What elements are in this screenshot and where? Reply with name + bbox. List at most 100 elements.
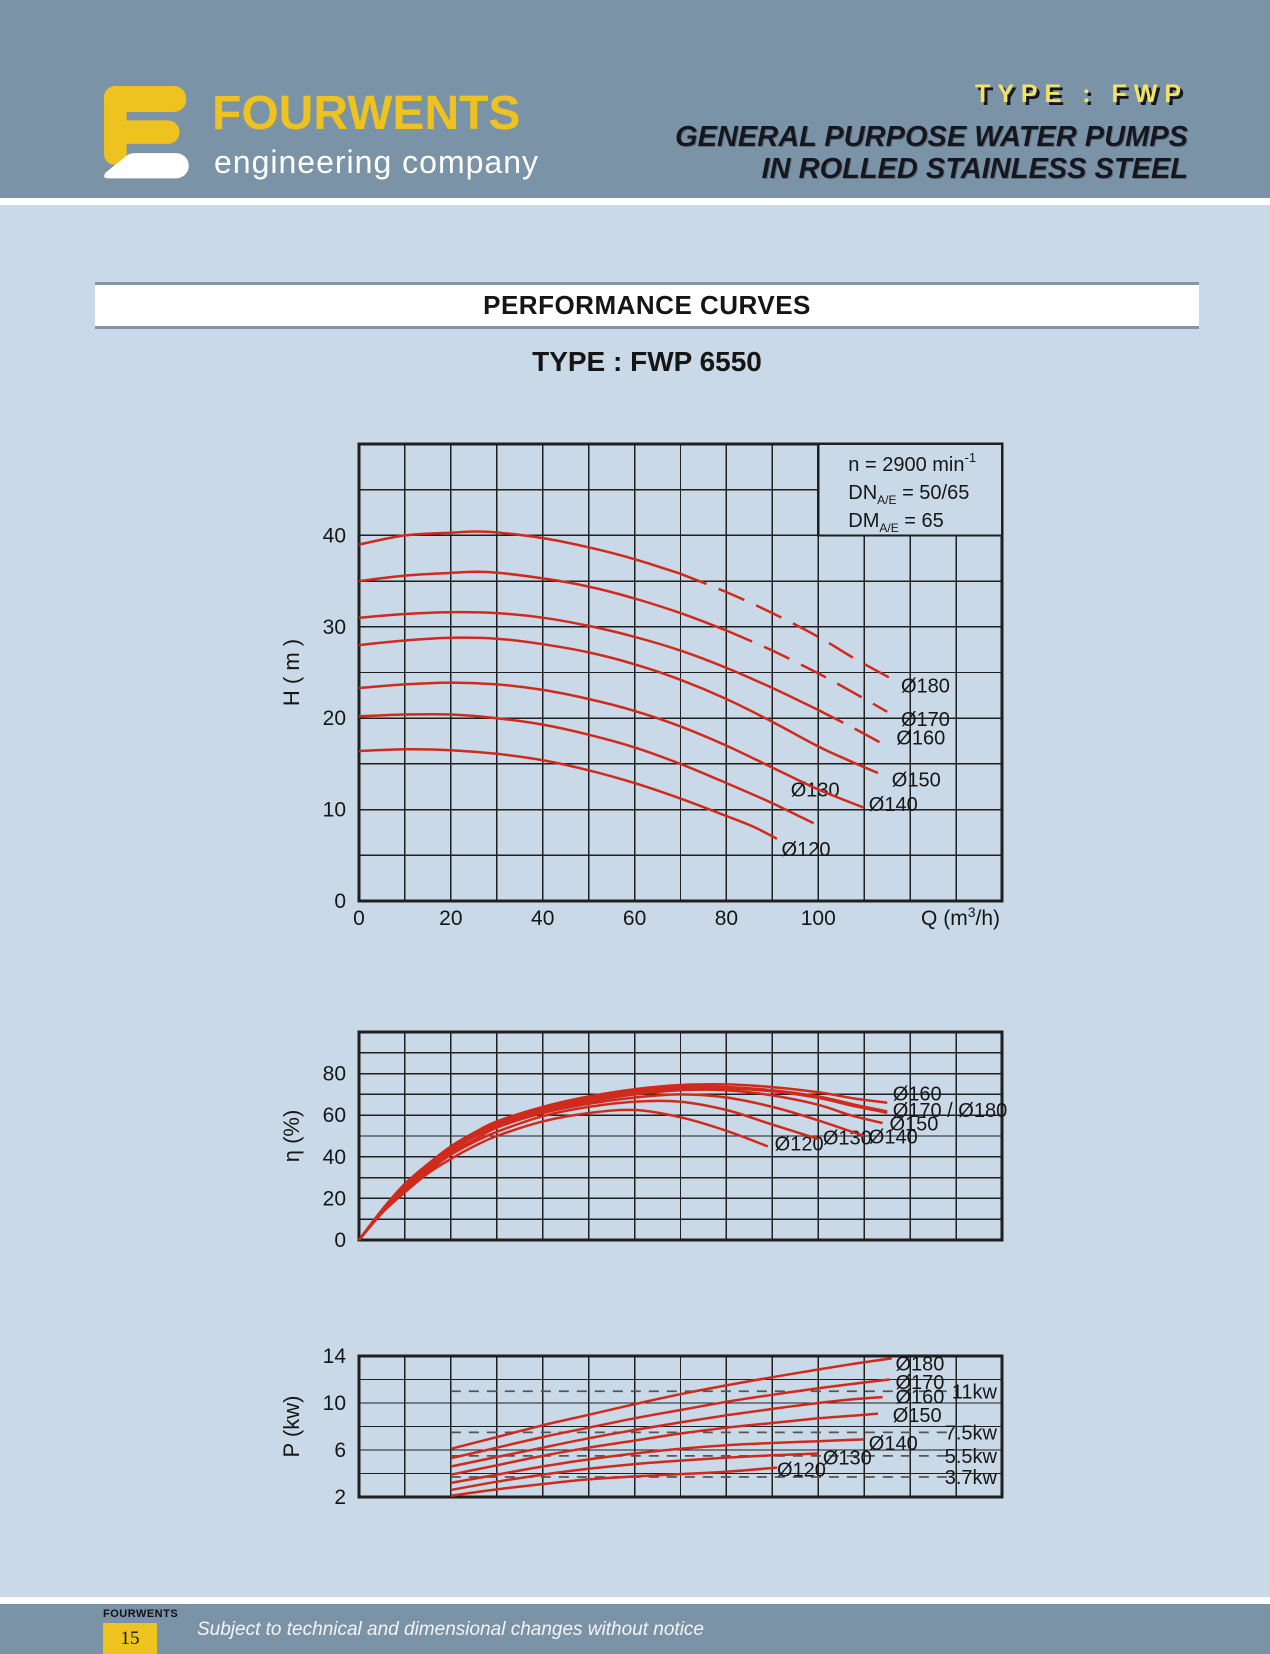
annotation-line: DMA/E = 65 xyxy=(848,510,944,535)
footer-notice: Subject to technical and dimensional cha… xyxy=(197,1619,704,1640)
curve-d160 xyxy=(358,1082,888,1241)
page-number: 15 xyxy=(120,1627,140,1649)
svg-text:30: 30 xyxy=(323,616,346,639)
type-label: TYPE : FWP xyxy=(974,80,1188,108)
rating-label: 3.7kw xyxy=(945,1467,998,1489)
x-axis-unit: Q (m3/h) xyxy=(921,904,1000,930)
curve-label: Ø130 xyxy=(823,1448,872,1470)
footer-separator xyxy=(0,1597,1270,1604)
curve-d130 xyxy=(450,1452,819,1492)
curve-label: Ø120 xyxy=(782,839,831,861)
y-axis-title: H ( m ) xyxy=(279,639,304,706)
annotation-line: n = 2900 min-1 xyxy=(848,450,976,476)
curve-d130 xyxy=(358,712,815,825)
axis-ticks: 0 20 40 60 80 xyxy=(323,1063,346,1252)
curve-d140 xyxy=(450,1438,865,1485)
curve-d120 xyxy=(358,747,778,840)
rating-label: 11kw xyxy=(952,1381,998,1403)
curve-d170-solid xyxy=(358,570,727,632)
svg-text:6: 6 xyxy=(334,1439,346,1462)
curve-d160 xyxy=(450,1395,883,1468)
chart-border xyxy=(357,1030,1004,1242)
curve-label: Ø140 xyxy=(869,1126,918,1148)
curve-label: Ø120 xyxy=(777,1459,826,1481)
svg-text:20: 20 xyxy=(439,907,462,930)
curve-label: Ø120 xyxy=(775,1133,824,1155)
svg-text:40: 40 xyxy=(531,907,554,930)
svg-text:0: 0 xyxy=(334,890,346,913)
svg-text:60: 60 xyxy=(323,1104,346,1127)
curve-d140 xyxy=(358,681,865,809)
curve-d160-solid xyxy=(358,610,819,712)
svg-text:60: 60 xyxy=(623,907,646,930)
curve-label: Ø160 xyxy=(895,1387,944,1409)
fourwents-logo-icon xyxy=(104,86,189,179)
chart-subtitle: TYPE : FWP 6550 xyxy=(532,346,762,377)
svg-text:0: 0 xyxy=(334,1229,346,1252)
chart-border xyxy=(357,1354,1004,1499)
y-axis-title: η (%) xyxy=(279,1110,304,1163)
curve-label: Ø150 xyxy=(893,1405,942,1427)
axis-ticks: 0 10 20 30 40 0 20 40 60 80 100 xyxy=(323,524,836,930)
y-axis-title: P (kw) xyxy=(279,1396,304,1458)
curve-label: Ø130 xyxy=(791,779,840,801)
svg-text:20: 20 xyxy=(323,1187,346,1210)
head-curve-chart: 0 10 20 30 40 0 20 40 60 80 100 Q (m3/h) H ( m ) n = … xyxy=(279,442,1004,930)
annotation-line: DNA/E = 50/65 xyxy=(848,482,969,507)
curve-d150 xyxy=(450,1412,879,1476)
chart-border xyxy=(357,442,1004,903)
curve-d180 xyxy=(450,1357,892,1451)
svg-text:2: 2 xyxy=(334,1486,346,1509)
curve-label: Ø140 xyxy=(869,1433,918,1455)
curve-label: Ø180 xyxy=(895,1354,944,1376)
header-title-line1: GENERAL PURPOSE WATER PUMPS xyxy=(675,121,1188,153)
svg-text:80: 80 xyxy=(715,907,738,930)
svg-text:10: 10 xyxy=(323,799,346,822)
curve-label: Ø170 xyxy=(895,1372,944,1394)
footer-band: FOURWENTS 15 Subject to technical and di… xyxy=(0,1604,1270,1654)
svg-text:10: 10 xyxy=(323,1392,346,1415)
curve-label: Ø180 xyxy=(901,675,950,697)
curve-label: Ø140 xyxy=(869,794,918,816)
rating-label: 5.5kw xyxy=(945,1446,998,1468)
curve-d170 xyxy=(450,1378,890,1460)
curve-label: Ø150 xyxy=(889,1114,938,1136)
svg-text:40: 40 xyxy=(323,524,346,547)
curve-d180-dashed xyxy=(680,572,893,680)
brand-name: FOURWENTS xyxy=(212,87,521,140)
page-number-box: 15 xyxy=(103,1623,157,1654)
svg-text:0: 0 xyxy=(353,907,365,930)
axis-ticks: 2 6 10 14 xyxy=(323,1345,347,1509)
svg-text:100: 100 xyxy=(801,907,836,930)
svg-text:80: 80 xyxy=(323,1063,346,1086)
footer-brand-logo: FOURWENTS xyxy=(103,1608,179,1620)
header-title-line2: IN ROLLED STAINLESS STEEL xyxy=(761,153,1188,185)
section-banner: PERFORMANCE CURVES xyxy=(95,282,1199,329)
curve-label: Ø170 xyxy=(901,709,950,731)
svg-text:20: 20 xyxy=(323,707,346,730)
curve-label: Ø170 / Ø180 xyxy=(893,1100,1008,1122)
curve-d180-solid xyxy=(358,530,681,575)
chart-annotation-box: n = 2900 min-1 DNA/E = 50/65 DMA/E = 65 xyxy=(817,442,1004,537)
curve-label: Ø150 xyxy=(892,769,941,791)
svg-text:40: 40 xyxy=(323,1146,346,1169)
curve-d120 xyxy=(450,1466,778,1498)
curve-d170-dashed xyxy=(725,629,888,713)
header-band: FOURWENTS engineering company TYPE : FWP… xyxy=(0,0,1270,205)
rating-label: 7.5kw xyxy=(945,1422,998,1444)
curve-d180 xyxy=(358,1086,888,1241)
header-right-block: TYPE : FWP GENERAL PURPOSE WATER PUMPS I… xyxy=(675,80,1188,185)
curve-label: Ø160 xyxy=(893,1083,942,1105)
curve-d130 xyxy=(358,1099,819,1241)
curve-label: Ø160 xyxy=(896,727,945,749)
curve-d160-dashed xyxy=(817,708,884,745)
curve-d150 xyxy=(358,636,879,775)
brand-tagline: engineering company xyxy=(214,144,539,180)
svg-text:14: 14 xyxy=(323,1345,347,1368)
curve-d120 xyxy=(358,1108,769,1241)
